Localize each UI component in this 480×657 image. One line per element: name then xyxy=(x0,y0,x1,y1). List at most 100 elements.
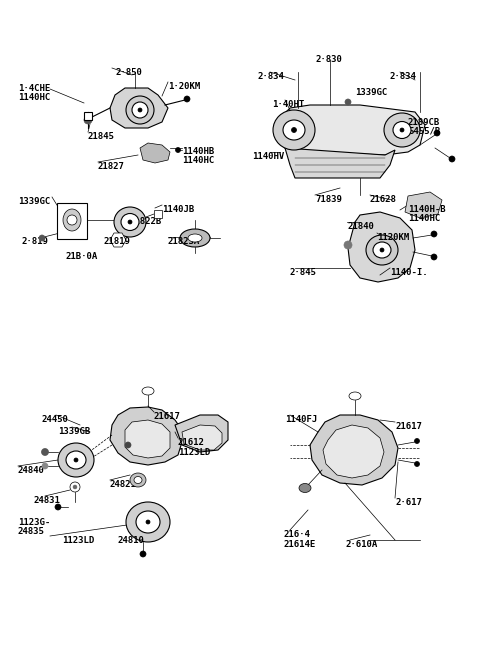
Circle shape xyxy=(176,148,180,152)
Circle shape xyxy=(380,248,384,252)
Polygon shape xyxy=(110,88,168,128)
Text: 21819: 21819 xyxy=(104,237,131,246)
Ellipse shape xyxy=(142,387,154,395)
Text: 1·4CHE: 1·4CHE xyxy=(18,84,50,93)
Text: 21845: 21845 xyxy=(88,132,115,141)
Ellipse shape xyxy=(393,122,411,139)
Text: 21628: 21628 xyxy=(370,195,397,204)
Text: 24831: 24831 xyxy=(34,496,61,505)
Text: 21823A: 21823A xyxy=(168,237,200,246)
Polygon shape xyxy=(125,420,170,458)
Circle shape xyxy=(434,130,440,136)
Circle shape xyxy=(146,520,150,524)
Text: 1140HB: 1140HB xyxy=(182,147,214,156)
Polygon shape xyxy=(140,143,170,163)
Text: 2·845: 2·845 xyxy=(290,268,317,277)
Text: 1120KM: 1120KM xyxy=(377,233,409,242)
Ellipse shape xyxy=(63,209,81,231)
Text: 1·20KM: 1·20KM xyxy=(168,82,200,91)
Text: 24840: 24840 xyxy=(18,466,45,475)
Text: 21612: 21612 xyxy=(178,438,205,447)
Text: 216·4: 216·4 xyxy=(284,530,311,539)
Circle shape xyxy=(431,231,437,237)
Text: 21B·0A: 21B·0A xyxy=(65,252,97,261)
Polygon shape xyxy=(310,415,398,485)
Text: 1140-I.: 1140-I. xyxy=(390,268,428,277)
Text: 1123G-: 1123G- xyxy=(18,518,50,527)
Ellipse shape xyxy=(188,234,202,242)
Circle shape xyxy=(449,156,455,162)
Polygon shape xyxy=(285,148,395,178)
Circle shape xyxy=(431,254,437,260)
Polygon shape xyxy=(405,192,442,218)
Circle shape xyxy=(42,463,48,469)
Text: 2·850: 2·850 xyxy=(115,68,142,77)
Text: 2·834: 2·834 xyxy=(258,72,285,81)
Ellipse shape xyxy=(384,113,420,147)
Circle shape xyxy=(84,116,92,124)
Text: 2·617: 2·617 xyxy=(395,498,422,507)
Text: 21827: 21827 xyxy=(97,162,124,171)
FancyBboxPatch shape xyxy=(57,203,87,239)
Text: 1140H-B: 1140H-B xyxy=(408,205,445,214)
Ellipse shape xyxy=(136,511,160,533)
Ellipse shape xyxy=(126,502,170,542)
Text: 24835: 24835 xyxy=(18,527,45,536)
Circle shape xyxy=(39,235,45,241)
Polygon shape xyxy=(110,407,182,465)
Text: 2·834: 2·834 xyxy=(390,72,417,81)
Ellipse shape xyxy=(58,443,94,477)
Text: 1123LD: 1123LD xyxy=(62,536,94,545)
Ellipse shape xyxy=(130,473,146,487)
Text: 1140HC: 1140HC xyxy=(408,214,440,223)
Circle shape xyxy=(400,128,404,132)
Circle shape xyxy=(345,99,351,105)
Circle shape xyxy=(55,504,61,510)
Text: 24450: 24450 xyxy=(42,415,69,424)
Ellipse shape xyxy=(134,476,142,484)
Circle shape xyxy=(125,442,131,448)
Circle shape xyxy=(74,458,78,462)
Text: 1339GC: 1339GC xyxy=(18,197,50,206)
Bar xyxy=(84,112,92,120)
Text: 71839: 71839 xyxy=(315,195,342,204)
Text: 24810: 24810 xyxy=(118,536,145,545)
Ellipse shape xyxy=(273,110,315,150)
Text: 2·610A: 2·610A xyxy=(345,540,377,549)
Ellipse shape xyxy=(114,207,146,237)
Text: 1·40HT: 1·40HT xyxy=(272,100,304,109)
Polygon shape xyxy=(278,105,425,155)
Circle shape xyxy=(41,449,48,455)
Ellipse shape xyxy=(373,242,391,258)
Text: 21840: 21840 xyxy=(347,222,374,231)
Circle shape xyxy=(73,485,77,489)
Text: 1123LD: 1123LD xyxy=(178,448,210,457)
Text: 21617: 21617 xyxy=(395,422,422,431)
Text: 2·819: 2·819 xyxy=(22,237,49,246)
Circle shape xyxy=(415,438,420,443)
Circle shape xyxy=(344,241,352,249)
Ellipse shape xyxy=(299,484,311,493)
Text: 24821: 24821 xyxy=(110,480,137,489)
Bar xyxy=(154,210,162,218)
Text: 21614E: 21614E xyxy=(284,540,316,549)
Text: 1140JB: 1140JB xyxy=(162,205,194,214)
Text: 21822B: 21822B xyxy=(130,217,162,226)
Polygon shape xyxy=(348,212,415,282)
Text: 1140FJ: 1140FJ xyxy=(285,415,317,424)
Ellipse shape xyxy=(349,392,361,400)
Ellipse shape xyxy=(126,96,154,124)
Ellipse shape xyxy=(283,120,305,140)
Polygon shape xyxy=(175,415,228,452)
Ellipse shape xyxy=(132,102,148,118)
Circle shape xyxy=(184,96,190,102)
Text: 2·830: 2·830 xyxy=(315,55,342,64)
Text: 1140HC: 1140HC xyxy=(18,93,50,102)
Circle shape xyxy=(291,127,297,133)
Text: 1140HV: 1140HV xyxy=(252,152,284,161)
Polygon shape xyxy=(110,233,126,247)
Text: 21617: 21617 xyxy=(154,412,181,421)
Circle shape xyxy=(140,551,146,557)
Text: 5455/B: 5455/B xyxy=(408,127,440,136)
Text: 1140HC: 1140HC xyxy=(182,156,214,165)
